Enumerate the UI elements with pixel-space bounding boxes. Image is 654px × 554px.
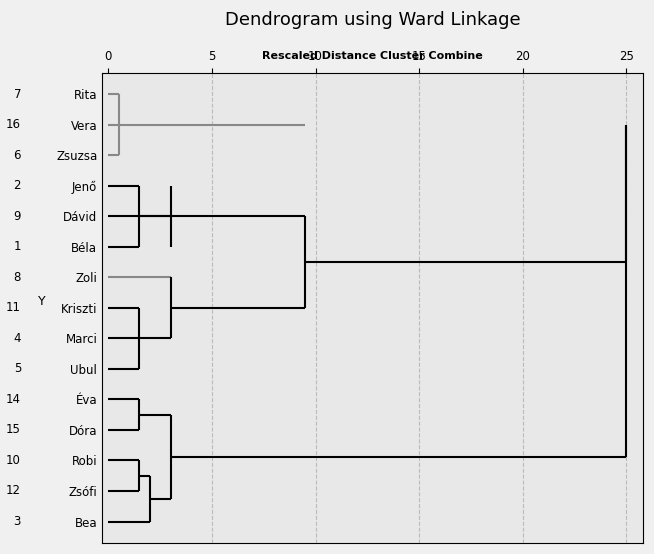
Text: 10: 10: [6, 454, 21, 467]
Text: 4: 4: [14, 332, 21, 345]
Title: Dendrogram using Ward Linkage: Dendrogram using Ward Linkage: [225, 11, 521, 29]
Text: 8: 8: [14, 271, 21, 284]
Text: 6: 6: [14, 148, 21, 162]
Text: 5: 5: [14, 362, 21, 376]
Text: 2: 2: [14, 179, 21, 192]
Text: 9: 9: [14, 210, 21, 223]
Text: 15: 15: [6, 423, 21, 437]
Text: 14: 14: [6, 393, 21, 406]
Y-axis label: Y: Y: [39, 295, 46, 308]
Text: 12: 12: [6, 485, 21, 497]
Text: Rescaled Distance Cluster Combine: Rescaled Distance Cluster Combine: [262, 51, 483, 61]
Text: 7: 7: [14, 88, 21, 101]
Text: 11: 11: [6, 301, 21, 314]
Text: 16: 16: [6, 118, 21, 131]
Text: 3: 3: [14, 515, 21, 528]
Text: 1: 1: [14, 240, 21, 253]
